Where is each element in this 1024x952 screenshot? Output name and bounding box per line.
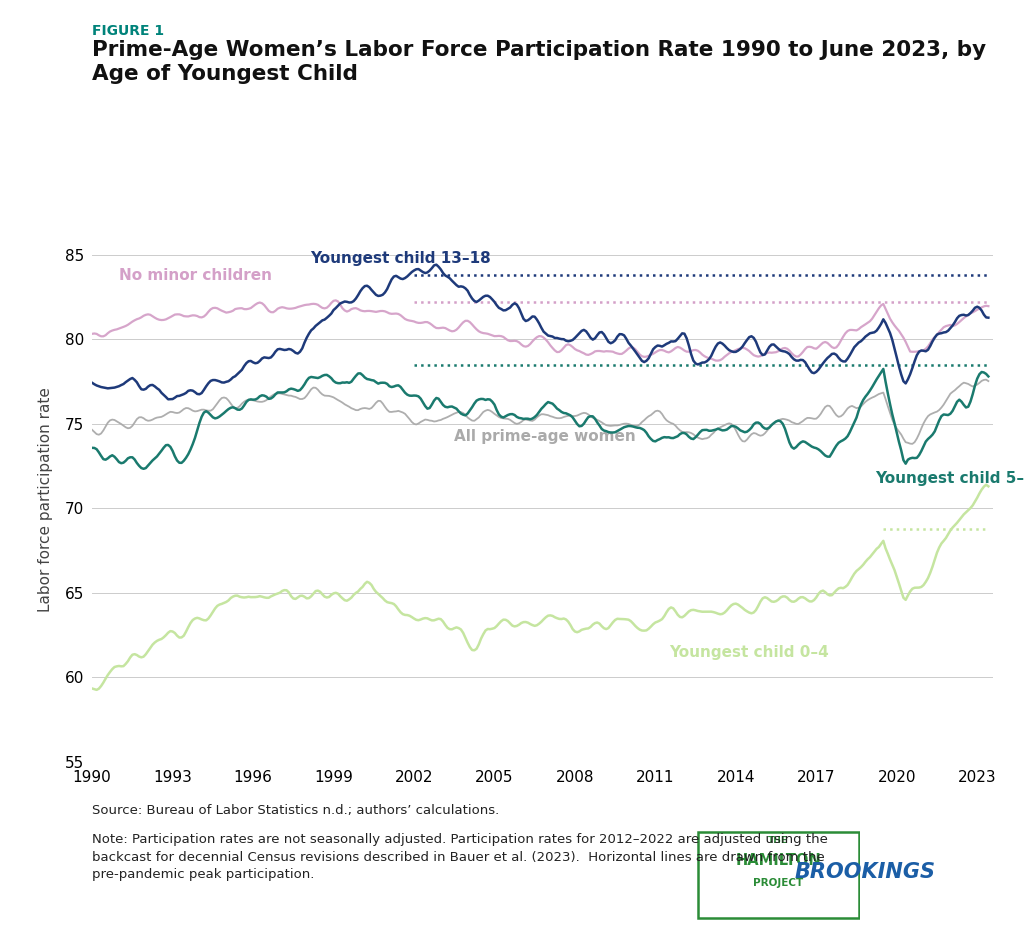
Text: FIGURE 1: FIGURE 1	[92, 24, 164, 38]
Y-axis label: Labor force participation rate: Labor force participation rate	[38, 387, 53, 612]
Text: Youngest child 13–18: Youngest child 13–18	[310, 251, 490, 267]
Text: No minor children: No minor children	[119, 268, 272, 284]
Text: Youngest child 0–4: Youngest child 0–4	[669, 645, 828, 660]
Text: PROJECT: PROJECT	[753, 878, 804, 888]
Text: Youngest child 5–12: Youngest child 5–12	[876, 471, 1024, 486]
Text: THE: THE	[768, 836, 788, 844]
Text: Prime-Age Women’s Labor Force Participation Rate 1990 to June 2023, by
Age of Yo: Prime-Age Women’s Labor Force Participat…	[92, 40, 986, 84]
FancyBboxPatch shape	[698, 832, 858, 918]
Text: Source: Bureau of Labor Statistics n.d.; authors’ calculations.: Source: Bureau of Labor Statistics n.d.;…	[92, 804, 500, 818]
Text: BROOKINGS: BROOKINGS	[795, 862, 936, 882]
Text: Note: Participation rates are not seasonally adjusted. Participation rates for 2: Note: Participation rates are not season…	[92, 833, 828, 881]
Text: HAMILTON: HAMILTON	[735, 853, 821, 868]
Text: All prime-age women: All prime-age women	[455, 428, 636, 444]
